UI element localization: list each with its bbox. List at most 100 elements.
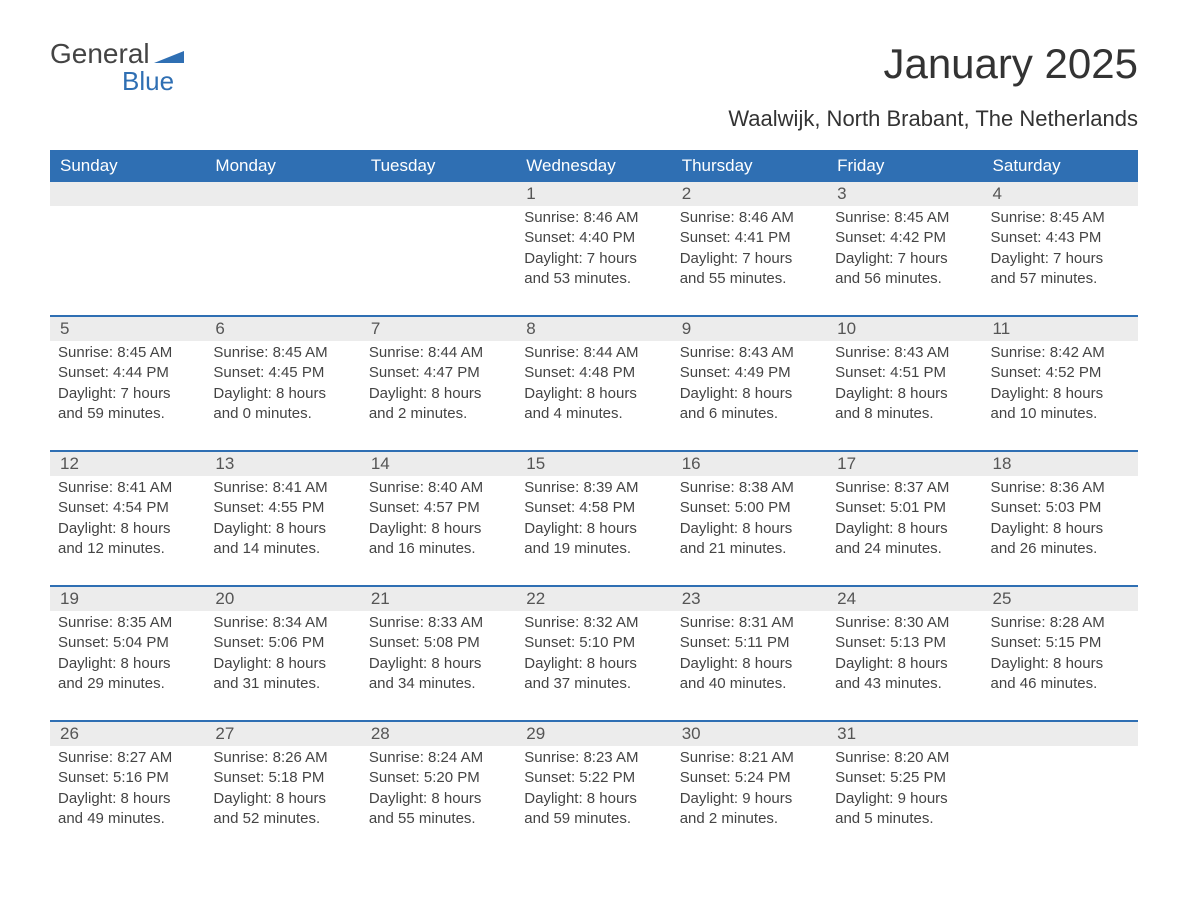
day-data: Sunrise: 8:35 AMSunset: 5:04 PMDaylight:… xyxy=(58,611,197,694)
day-number: 17 xyxy=(827,451,982,476)
day-number: 27 xyxy=(205,721,360,746)
day-cell: Sunrise: 8:35 AMSunset: 5:04 PMDaylight:… xyxy=(50,611,205,721)
day-cell: Sunrise: 8:46 AMSunset: 4:40 PMDaylight:… xyxy=(516,206,671,316)
day-cell: Sunrise: 8:45 AMSunset: 4:43 PMDaylight:… xyxy=(983,206,1138,316)
day-number: 5 xyxy=(50,316,205,341)
day-data: Sunrise: 8:44 AMSunset: 4:48 PMDaylight:… xyxy=(524,341,663,424)
day-number xyxy=(361,182,516,206)
day-number: 22 xyxy=(516,586,671,611)
day-cell: Sunrise: 8:39 AMSunset: 4:58 PMDaylight:… xyxy=(516,476,671,586)
day-number: 8 xyxy=(516,316,671,341)
daynum-row: 262728293031 xyxy=(50,721,1138,746)
week-data-row: Sunrise: 8:41 AMSunset: 4:54 PMDaylight:… xyxy=(50,476,1138,586)
brand-logo: General Blue xyxy=(50,40,184,94)
day-data: Sunrise: 8:34 AMSunset: 5:06 PMDaylight:… xyxy=(213,611,352,694)
day-data: Sunrise: 8:32 AMSunset: 5:10 PMDaylight:… xyxy=(524,611,663,694)
day-data: Sunrise: 8:44 AMSunset: 4:47 PMDaylight:… xyxy=(369,341,508,424)
week-data-row: Sunrise: 8:27 AMSunset: 5:16 PMDaylight:… xyxy=(50,746,1138,855)
day-cell: Sunrise: 8:38 AMSunset: 5:00 PMDaylight:… xyxy=(672,476,827,586)
day-data: Sunrise: 8:30 AMSunset: 5:13 PMDaylight:… xyxy=(835,611,974,694)
day-data: Sunrise: 8:43 AMSunset: 4:49 PMDaylight:… xyxy=(680,341,819,424)
day-cell: Sunrise: 8:41 AMSunset: 4:55 PMDaylight:… xyxy=(205,476,360,586)
day-data: Sunrise: 8:43 AMSunset: 4:51 PMDaylight:… xyxy=(835,341,974,424)
day-number: 12 xyxy=(50,451,205,476)
day-number: 2 xyxy=(672,182,827,206)
weekday-header: Tuesday xyxy=(361,150,516,182)
day-cell: Sunrise: 8:26 AMSunset: 5:18 PMDaylight:… xyxy=(205,746,360,855)
brand-line2: Blue xyxy=(122,68,184,94)
weekday-header: Sunday xyxy=(50,150,205,182)
header: General Blue January 2025 Waalwijk, Nort… xyxy=(50,40,1138,140)
day-cell: Sunrise: 8:24 AMSunset: 5:20 PMDaylight:… xyxy=(361,746,516,855)
weekday-header: Friday xyxy=(827,150,982,182)
day-number: 9 xyxy=(672,316,827,341)
day-data: Sunrise: 8:46 AMSunset: 4:40 PMDaylight:… xyxy=(524,206,663,289)
day-number: 10 xyxy=(827,316,982,341)
day-data: Sunrise: 8:45 AMSunset: 4:42 PMDaylight:… xyxy=(835,206,974,289)
day-cell: Sunrise: 8:45 AMSunset: 4:42 PMDaylight:… xyxy=(827,206,982,316)
title-block: January 2025 Waalwijk, North Brabant, Th… xyxy=(728,40,1138,140)
day-data: Sunrise: 8:42 AMSunset: 4:52 PMDaylight:… xyxy=(991,341,1130,424)
day-data: Sunrise: 8:27 AMSunset: 5:16 PMDaylight:… xyxy=(58,746,197,829)
day-data: Sunrise: 8:31 AMSunset: 5:11 PMDaylight:… xyxy=(680,611,819,694)
day-cell: Sunrise: 8:36 AMSunset: 5:03 PMDaylight:… xyxy=(983,476,1138,586)
brand-line1: General xyxy=(50,40,184,68)
calendar-table: SundayMondayTuesdayWednesdayThursdayFrid… xyxy=(50,150,1138,855)
day-cell: Sunrise: 8:46 AMSunset: 4:41 PMDaylight:… xyxy=(672,206,827,316)
day-cell: Sunrise: 8:34 AMSunset: 5:06 PMDaylight:… xyxy=(205,611,360,721)
flag-icon xyxy=(154,40,184,68)
week-data-row: Sunrise: 8:35 AMSunset: 5:04 PMDaylight:… xyxy=(50,611,1138,721)
day-data: Sunrise: 8:21 AMSunset: 5:24 PMDaylight:… xyxy=(680,746,819,829)
daynum-row: 19202122232425 xyxy=(50,586,1138,611)
day-data: Sunrise: 8:41 AMSunset: 4:54 PMDaylight:… xyxy=(58,476,197,559)
day-cell: Sunrise: 8:20 AMSunset: 5:25 PMDaylight:… xyxy=(827,746,982,855)
weekday-header: Saturday xyxy=(983,150,1138,182)
day-cell: Sunrise: 8:33 AMSunset: 5:08 PMDaylight:… xyxy=(361,611,516,721)
day-data: Sunrise: 8:38 AMSunset: 5:00 PMDaylight:… xyxy=(680,476,819,559)
weekday-header: Thursday xyxy=(672,150,827,182)
day-data: Sunrise: 8:37 AMSunset: 5:01 PMDaylight:… xyxy=(835,476,974,559)
day-data: Sunrise: 8:45 AMSunset: 4:43 PMDaylight:… xyxy=(991,206,1130,289)
day-data: Sunrise: 8:40 AMSunset: 4:57 PMDaylight:… xyxy=(369,476,508,559)
day-cell: Sunrise: 8:27 AMSunset: 5:16 PMDaylight:… xyxy=(50,746,205,855)
day-cell: Sunrise: 8:23 AMSunset: 5:22 PMDaylight:… xyxy=(516,746,671,855)
week-data-row: Sunrise: 8:46 AMSunset: 4:40 PMDaylight:… xyxy=(50,206,1138,316)
day-number: 18 xyxy=(983,451,1138,476)
day-cell: Sunrise: 8:30 AMSunset: 5:13 PMDaylight:… xyxy=(827,611,982,721)
day-number: 25 xyxy=(983,586,1138,611)
day-cell xyxy=(205,206,360,316)
day-cell: Sunrise: 8:37 AMSunset: 5:01 PMDaylight:… xyxy=(827,476,982,586)
day-number: 28 xyxy=(361,721,516,746)
day-number: 23 xyxy=(672,586,827,611)
day-cell: Sunrise: 8:40 AMSunset: 4:57 PMDaylight:… xyxy=(361,476,516,586)
day-number: 11 xyxy=(983,316,1138,341)
brand-word1: General xyxy=(50,38,150,69)
day-cell: Sunrise: 8:43 AMSunset: 4:49 PMDaylight:… xyxy=(672,341,827,451)
day-number: 26 xyxy=(50,721,205,746)
day-number: 20 xyxy=(205,586,360,611)
day-number: 31 xyxy=(827,721,982,746)
day-cell xyxy=(361,206,516,316)
day-cell: Sunrise: 8:41 AMSunset: 4:54 PMDaylight:… xyxy=(50,476,205,586)
calendar-header-row: SundayMondayTuesdayWednesdayThursdayFrid… xyxy=(50,150,1138,182)
day-cell: Sunrise: 8:45 AMSunset: 4:45 PMDaylight:… xyxy=(205,341,360,451)
day-number xyxy=(50,182,205,206)
day-cell: Sunrise: 8:28 AMSunset: 5:15 PMDaylight:… xyxy=(983,611,1138,721)
daynum-row: 1234 xyxy=(50,182,1138,206)
day-number: 6 xyxy=(205,316,360,341)
day-cell: Sunrise: 8:44 AMSunset: 4:47 PMDaylight:… xyxy=(361,341,516,451)
daynum-row: 567891011 xyxy=(50,316,1138,341)
day-data: Sunrise: 8:28 AMSunset: 5:15 PMDaylight:… xyxy=(991,611,1130,694)
weekday-header: Monday xyxy=(205,150,360,182)
day-data: Sunrise: 8:26 AMSunset: 5:18 PMDaylight:… xyxy=(213,746,352,829)
day-number: 21 xyxy=(361,586,516,611)
daynum-row: 12131415161718 xyxy=(50,451,1138,476)
day-number: 19 xyxy=(50,586,205,611)
day-number: 15 xyxy=(516,451,671,476)
day-cell xyxy=(50,206,205,316)
day-cell: Sunrise: 8:21 AMSunset: 5:24 PMDaylight:… xyxy=(672,746,827,855)
month-title: January 2025 xyxy=(728,40,1138,88)
day-data: Sunrise: 8:24 AMSunset: 5:20 PMDaylight:… xyxy=(369,746,508,829)
day-cell: Sunrise: 8:43 AMSunset: 4:51 PMDaylight:… xyxy=(827,341,982,451)
day-number: 14 xyxy=(361,451,516,476)
